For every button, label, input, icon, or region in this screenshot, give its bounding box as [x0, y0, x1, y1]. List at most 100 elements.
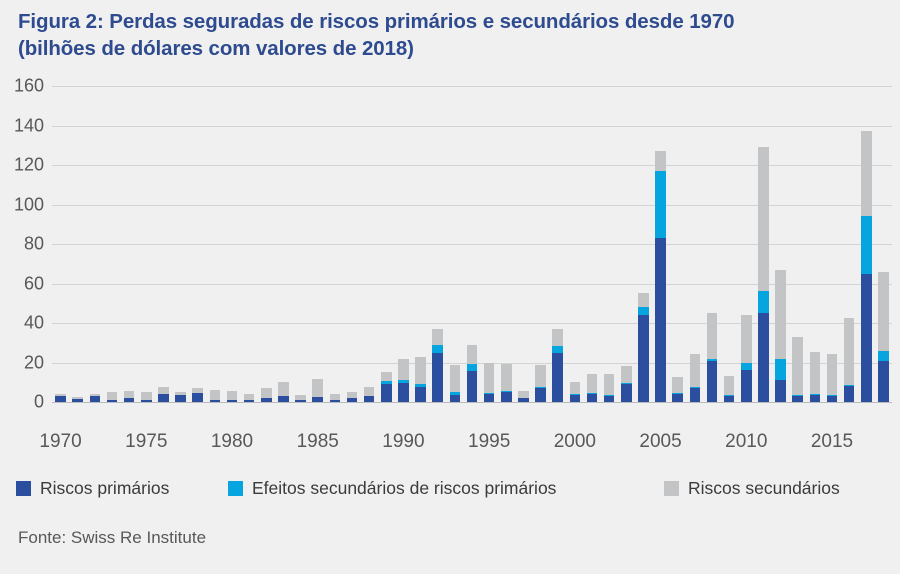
bar-segment-1985-secondary [312, 379, 324, 398]
x-axis-tick-2010: 2010 [725, 431, 768, 452]
legend: Riscos primários Efeitos secundários de r… [16, 478, 886, 504]
bar-2009[interactable] [723, 375, 735, 402]
y-axis-tick-20: 20 [23, 352, 44, 372]
bar-2017[interactable] [860, 131, 872, 402]
legend-item-primary[interactable]: Riscos primários [16, 478, 169, 499]
bar-2001[interactable] [586, 373, 598, 402]
bar-segment-1999-secondary [552, 328, 564, 346]
y-axis-tick-140: 140 [13, 115, 44, 135]
bar-1990[interactable] [398, 358, 409, 402]
bar-1998[interactable] [535, 364, 546, 402]
bar-segment-1996-primary [500, 392, 512, 402]
bar-segment-1998-secondary [535, 364, 546, 387]
bar-1971[interactable] [72, 397, 84, 402]
bar-2015[interactable] [826, 354, 838, 402]
bar-segment-2013-secondary-effect [792, 394, 804, 397]
bar-1999[interactable] [552, 328, 564, 402]
bar-2011[interactable] [758, 147, 769, 402]
bar-1989[interactable] [380, 372, 392, 402]
bar-1970[interactable] [55, 394, 66, 402]
bar-segment-1997-primary [518, 398, 529, 402]
bar-segment-2000-secondary [569, 381, 581, 394]
bar-segment-1995-secondary [483, 362, 495, 393]
gridline-160 [52, 86, 892, 87]
bar-segment-1994-primary [466, 371, 478, 402]
bar-1982[interactable] [260, 388, 272, 402]
bar-1984[interactable] [295, 395, 306, 402]
bar-2003[interactable] [620, 365, 632, 402]
x-axis-tick-1995: 1995 [468, 431, 511, 452]
gridline-0 [52, 402, 892, 403]
bar-segment-1996-secondary [500, 363, 512, 391]
bar-2000[interactable] [569, 381, 581, 402]
bar-segment-2001-secondary-effect [586, 392, 598, 395]
legend-item-secondary[interactable]: Riscos secundários [664, 478, 840, 499]
bar-segment-1993-primary [449, 395, 461, 402]
bar-2007[interactable] [689, 354, 701, 402]
bar-segment-1999-secondary-effect [552, 345, 564, 353]
bar-2016[interactable] [843, 317, 855, 402]
bar-1993[interactable] [449, 364, 461, 402]
bar-segment-1975-secondary [140, 392, 152, 401]
bar-segment-1971-primary [72, 399, 84, 402]
bar-segment-2002-secondary-effect [603, 394, 615, 397]
bar-1975[interactable] [140, 392, 152, 402]
bar-1997[interactable] [518, 391, 529, 402]
bar-segment-2003-secondary [620, 365, 632, 383]
bar-segment-2011-primary [758, 313, 769, 402]
bar-segment-2007-secondary-effect [689, 386, 701, 389]
bar-segment-1993-secondary-effect [449, 392, 461, 396]
bar-segment-2016-secondary [843, 317, 855, 385]
bar-1977[interactable] [175, 392, 186, 402]
bar-2008[interactable] [706, 313, 718, 402]
bar-1996[interactable] [500, 363, 512, 402]
bar-segment-2003-primary [620, 384, 632, 402]
bar-segment-2012-primary [775, 380, 786, 402]
bar-2012[interactable] [775, 269, 786, 402]
bar-1978[interactable] [192, 388, 204, 402]
bar-1981[interactable] [243, 394, 255, 402]
bar-segment-2013-secondary [792, 337, 804, 395]
bar-2004[interactable] [638, 293, 649, 402]
bar-1987[interactable] [346, 392, 358, 402]
bar-segment-1990-secondary [398, 358, 409, 381]
bar-1973[interactable] [106, 392, 118, 402]
bar-1994[interactable] [466, 344, 478, 402]
bar-1974[interactable] [123, 391, 135, 402]
bar-1985[interactable] [312, 379, 324, 402]
bar-segment-1980-primary [226, 400, 238, 402]
bar-1983[interactable] [278, 382, 289, 402]
legend-item-secondary_effect[interactable]: Efeitos secundários de riscos primários [228, 478, 556, 499]
bar-segment-2001-primary [586, 394, 598, 402]
bar-1979[interactable] [209, 390, 221, 402]
bar-segment-1972-secondary [89, 394, 101, 397]
bar-segment-2012-secondary [775, 269, 786, 359]
bar-segment-2015-primary [826, 396, 838, 402]
legend-label-secondary: Riscos secundários [688, 478, 840, 498]
bar-1986[interactable] [329, 394, 341, 402]
bar-2002[interactable] [603, 373, 615, 402]
bar-2010[interactable] [740, 315, 752, 402]
bar-segment-1982-primary [260, 398, 272, 402]
bar-1988[interactable] [363, 387, 375, 402]
bar-segment-2009-secondary-effect [723, 394, 735, 397]
bar-segment-1996-secondary-effect [500, 390, 512, 393]
gridline-60 [52, 283, 892, 285]
bar-1991[interactable] [415, 356, 426, 402]
bar-2013[interactable] [792, 337, 804, 402]
legend-swatch-secondary_effect [228, 481, 243, 496]
bar-segment-2008-secondary-effect [706, 358, 718, 361]
bar-segment-2015-secondary [826, 354, 838, 395]
bar-2005[interactable] [655, 151, 666, 402]
bar-1995[interactable] [483, 362, 495, 402]
bar-2006[interactable] [672, 376, 684, 402]
bar-1972[interactable] [89, 394, 101, 402]
bar-segment-1998-secondary-effect [535, 386, 546, 389]
bar-segment-2018-secondary [878, 271, 889, 351]
bar-2018[interactable] [878, 271, 889, 402]
bar-2014[interactable] [809, 352, 821, 402]
bar-1980[interactable] [226, 391, 238, 402]
bar-1992[interactable] [432, 328, 444, 402]
bar-1976[interactable] [158, 387, 169, 402]
bar-segment-2002-secondary [603, 373, 615, 395]
